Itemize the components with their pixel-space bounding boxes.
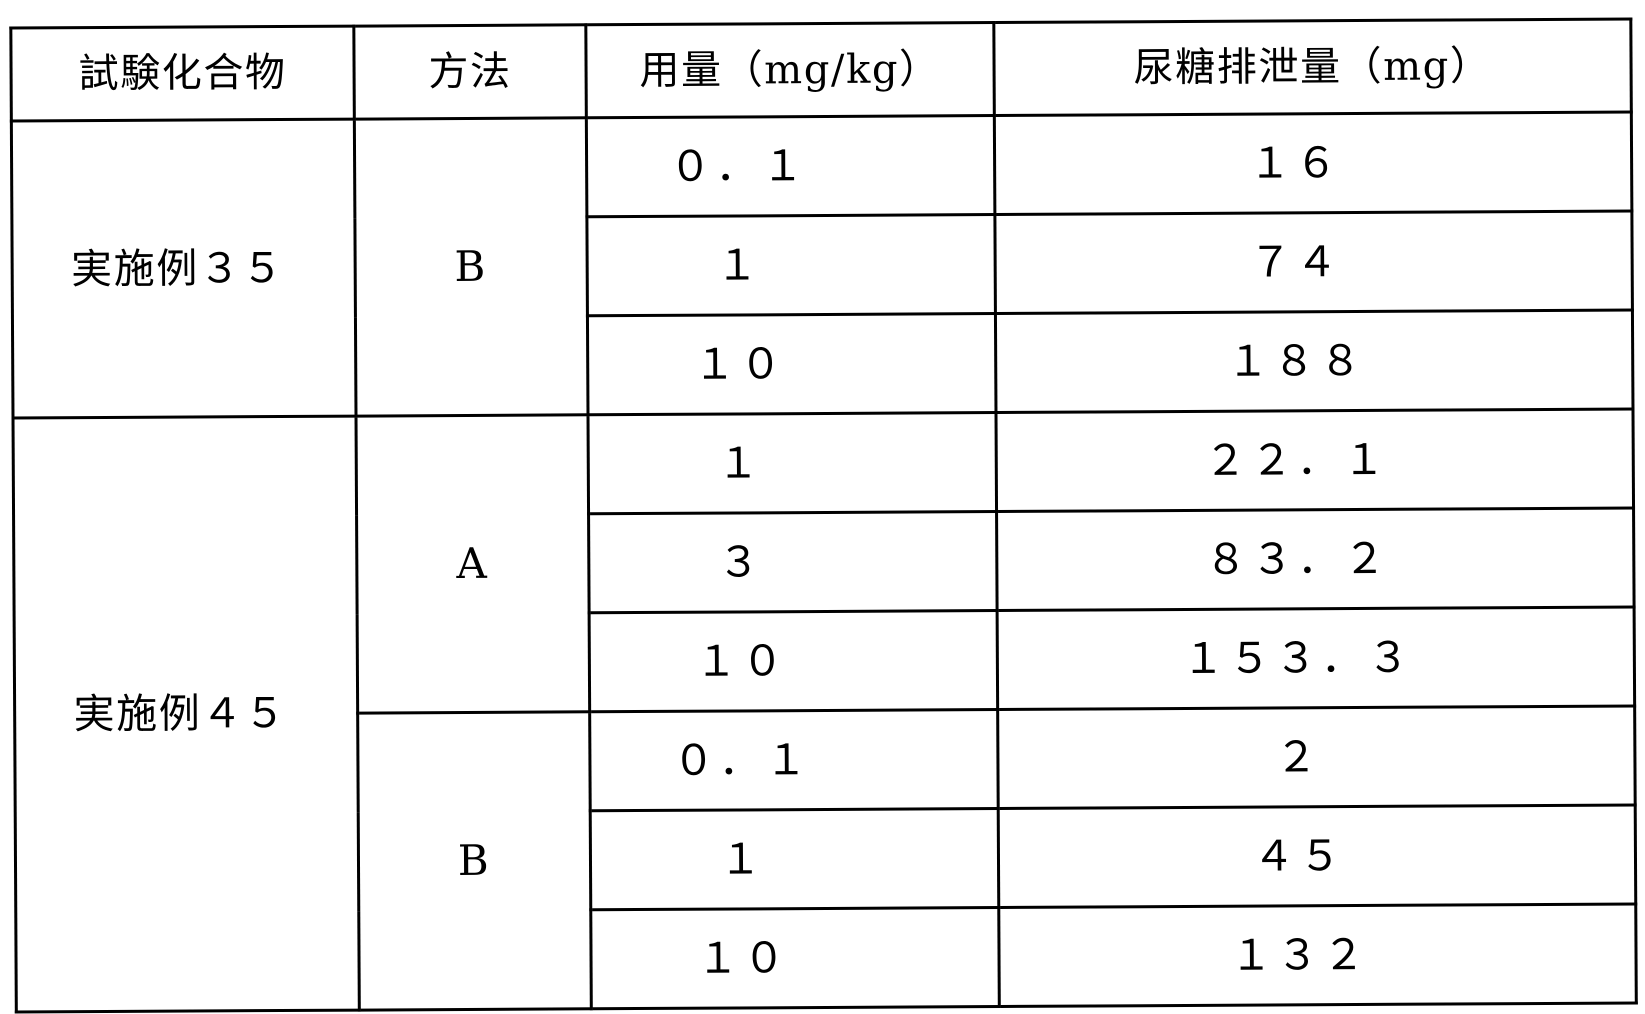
dose-value: １ — [538, 441, 943, 485]
table-row: 実施例４５ A １ ２２．１ — [13, 409, 1634, 517]
dose-cell: ３ — [589, 512, 998, 613]
dose-value: １０ — [539, 639, 944, 683]
excretion-value: ７４ — [979, 240, 1613, 286]
excretion-cell: ８３．２ — [997, 508, 1635, 611]
dose-cell: １０ — [587, 314, 996, 415]
excretion-value: １８８ — [979, 339, 1613, 385]
dose-value: １ — [540, 837, 945, 881]
excretion-value: ２ — [981, 735, 1615, 781]
table-row: 実施例３５ B ０．１ １６ — [11, 112, 1632, 220]
dose-cell: １ — [590, 809, 999, 910]
excretion-cell: １８８ — [995, 310, 1633, 413]
dose-cell: １０ — [591, 908, 1000, 1009]
header-label-method: 方法 — [355, 51, 584, 92]
excretion-cell: ４５ — [998, 805, 1636, 908]
header-cell-method: 方法 — [354, 25, 587, 119]
header-cell-excretion: 尿糖排泄量（mg） — [994, 19, 1632, 116]
excretion-value: １６ — [978, 141, 1612, 187]
excretion-value: ２２．１ — [980, 438, 1614, 484]
dose-value: １０ — [537, 342, 942, 386]
compound-cell-group-0: 実施例３５ — [11, 119, 356, 418]
dose-cell: １ — [587, 215, 996, 316]
dose-value: ３ — [538, 540, 943, 584]
dose-cell: ０．１ — [590, 710, 999, 811]
excretion-cell: １５３．３ — [997, 607, 1635, 710]
dose-cell: １ — [588, 413, 997, 514]
excretion-cell: １６ — [994, 112, 1632, 215]
compound-cell-group-1: 実施例４５ — [13, 416, 359, 1012]
dose-cell: １０ — [589, 611, 998, 712]
excretion-value: １３２ — [982, 933, 1616, 979]
excretion-value: ４５ — [982, 834, 1616, 880]
excretion-cell: ７４ — [995, 211, 1633, 314]
dose-value: ０．１ — [539, 738, 944, 782]
header-cell-dose: 用量（mg/kg） — [586, 23, 995, 118]
excretion-value: ８３．２ — [980, 537, 1614, 583]
excretion-cell: １３２ — [999, 904, 1637, 1007]
excretion-cell: ２２．１ — [996, 409, 1634, 512]
urinary-glucose-excretion-table: 試験化合物 方法 用量（mg/kg） 尿糖排泄量（mg） 実施例３５ — [9, 17, 1637, 1013]
dose-cell: ０．１ — [586, 116, 995, 217]
dose-value: ０．１ — [536, 144, 941, 188]
table-header-row: 試験化合物 方法 用量（mg/kg） 尿糖排泄量（mg） — [11, 19, 1631, 121]
compound-label: 実施例３５ — [8, 247, 348, 290]
header-label-compound: 試験化合物 — [12, 53, 352, 95]
dose-value: １ — [537, 243, 942, 287]
dose-value: １０ — [540, 936, 945, 980]
header-label-excretion: 尿糖排泄量（mg） — [995, 45, 1629, 89]
scan-skew-wrapper: 試験化合物 方法 用量（mg/kg） 尿糖排泄量（mg） 実施例３５ — [0, 0, 1645, 1013]
header-cell-compound: 試験化合物 — [11, 26, 355, 121]
excretion-value: １５３．３ — [981, 636, 1615, 682]
excretion-cell: ２ — [998, 706, 1636, 809]
header-label-dose: 用量（mg/kg） — [587, 49, 992, 91]
document-page: 試験化合物 方法 用量（mg/kg） 尿糖排泄量（mg） 実施例３５ — [0, 0, 1645, 1008]
compound-label: 実施例４５ — [10, 693, 350, 736]
